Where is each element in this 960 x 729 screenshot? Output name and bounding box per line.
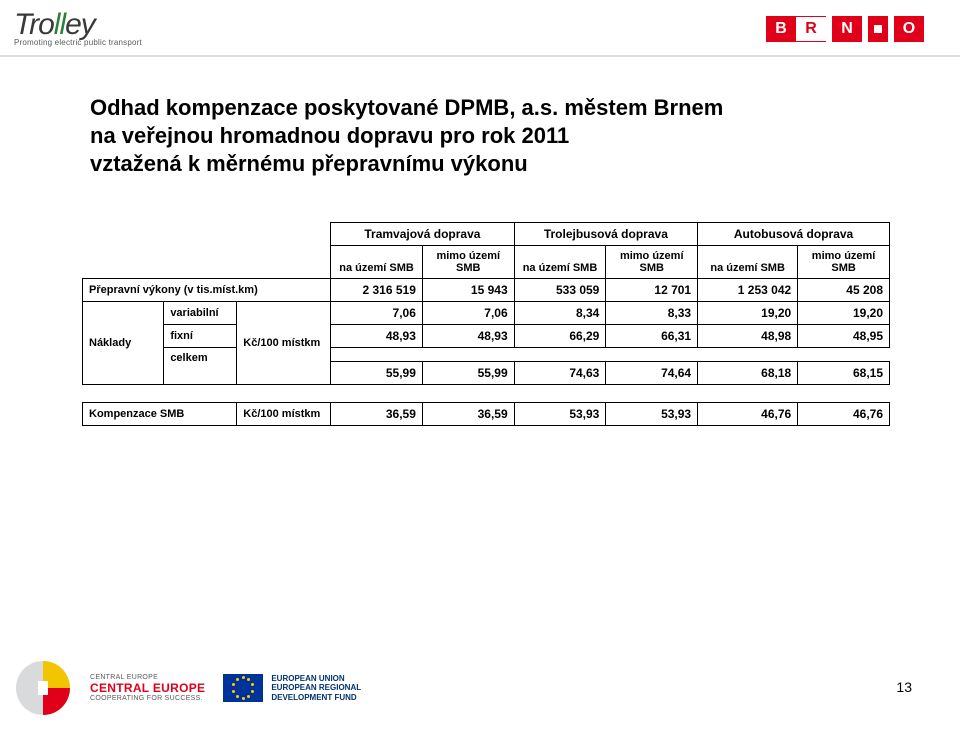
cell: 45 208: [798, 279, 890, 302]
cell: 74,64: [606, 362, 698, 385]
ce-line: CENTRAL EUROPE: [90, 681, 205, 695]
cell: 66,31: [606, 325, 698, 348]
table-gap: [83, 385, 890, 403]
cell: 1 253 042: [698, 279, 798, 302]
cell: 66,29: [514, 325, 606, 348]
title-line: vztažená k měrnému přepravnímu výkonu: [90, 151, 528, 176]
brno-letter-r: R: [796, 16, 826, 42]
col-sub: mimo území SMB: [606, 246, 698, 279]
cell: 48,98: [698, 325, 798, 348]
row-label: Náklady: [83, 302, 164, 385]
eu-logo: EUROPEAN UNION EUROPEAN REGIONAL DEVELOP…: [223, 674, 361, 702]
compensation-table: Tramvajová doprava Trolejbusová doprava …: [82, 222, 890, 426]
table-row: na území SMB mimo území SMB na území SMB…: [83, 246, 890, 279]
cell: 36,59: [422, 403, 514, 426]
cell: 53,93: [514, 403, 606, 426]
col-group: Tramvajová doprava: [331, 223, 514, 246]
eu-text: EUROPEAN UNION EUROPEAN REGIONAL DEVELOP…: [271, 674, 361, 702]
row-sublabel: celkem: [164, 348, 237, 385]
brno-letter-n: N: [832, 16, 862, 42]
cell: 48,93: [422, 325, 514, 348]
col-sub: mimo území SMB: [798, 246, 890, 279]
cell: 7,06: [331, 302, 423, 325]
table-row: fixní 48,93 48,93 66,29 66,31 48,98 48,9…: [83, 325, 890, 348]
title-line: Odhad kompenzace poskytované DPMB, a.s. …: [90, 95, 723, 120]
row-sublabel: variabilní: [164, 302, 237, 325]
cell: 74,63: [514, 362, 606, 385]
row-label: Přepravní výkony (v tis.míst.km): [83, 279, 331, 302]
cell: 2 316 519: [331, 279, 423, 302]
ce-line: COOPERATING FOR SUCCESS.: [90, 695, 205, 702]
central-europe-logo-icon: [14, 659, 72, 717]
page-number: 13: [896, 679, 912, 695]
col-sub: na území SMB: [698, 246, 798, 279]
row-label: Kompenzace SMB: [83, 403, 237, 426]
ce-line: CENTRAL EUROPE: [90, 674, 205, 681]
col-sub: mimo území SMB: [422, 246, 514, 279]
title-line: na veřejnou hromadnou dopravu pro rok 20…: [90, 123, 569, 148]
logo-brno: B R N O: [766, 16, 924, 42]
row-sublabel: fixní: [164, 325, 237, 348]
col-sub: na území SMB: [331, 246, 423, 279]
cell: 68,18: [698, 362, 798, 385]
header: Trolley Promoting electric public transp…: [0, 0, 960, 70]
page-title: Odhad kompenzace poskytované DPMB, a.s. …: [90, 94, 900, 178]
cell: 48,93: [331, 325, 423, 348]
brno-square-icon: [868, 16, 888, 42]
cell: 46,76: [798, 403, 890, 426]
cell: 55,99: [422, 362, 514, 385]
cell: 8,34: [514, 302, 606, 325]
col-group: Autobusová doprava: [698, 223, 890, 246]
cell: 12 701: [606, 279, 698, 302]
brno-letter-o: O: [894, 16, 924, 42]
cell: 68,15: [798, 362, 890, 385]
table-row: Tramvajová doprava Trolejbusová doprava …: [83, 223, 890, 246]
table-row: celkem: [83, 348, 890, 362]
brno-letter-b: B: [766, 16, 796, 42]
unit-label: Kč/100 místkm: [237, 403, 331, 426]
cell: 8,33: [606, 302, 698, 325]
eu-line: EUROPEAN UNION: [271, 674, 361, 683]
data-table: Tramvajová doprava Trolejbusová doprava …: [82, 222, 890, 426]
unit-label: Kč/100 místkm: [237, 302, 331, 385]
table-row: Kompenzace SMB Kč/100 místkm 36,59 36,59…: [83, 403, 890, 426]
cell: 19,20: [698, 302, 798, 325]
cell: 19,20: [798, 302, 890, 325]
logo-trolley: Trolley Promoting electric public transp…: [14, 8, 142, 47]
eu-flag-icon: [223, 674, 263, 702]
central-europe-text: CENTRAL EUROPE CENTRAL EUROPE COOPERATIN…: [90, 674, 205, 702]
footer: CENTRAL EUROPE CENTRAL EUROPE COOPERATIN…: [14, 659, 361, 717]
cell: 7,06: [422, 302, 514, 325]
col-sub: na území SMB: [514, 246, 606, 279]
cell: 48,95: [798, 325, 890, 348]
eu-line: DEVELOPMENT FUND: [271, 693, 361, 702]
table-row: Přepravní výkony (v tis.míst.km) 2 316 5…: [83, 279, 890, 302]
logo-tagline: Promoting electric public transport: [14, 38, 142, 47]
cell: 53,93: [606, 403, 698, 426]
logo-word: Trolley: [14, 8, 142, 42]
eu-line: EUROPEAN REGIONAL: [271, 683, 361, 692]
cell: 36,59: [331, 403, 423, 426]
table-row: Náklady variabilní Kč/100 místkm 7,06 7,…: [83, 302, 890, 325]
cell: 46,76: [698, 403, 798, 426]
col-group: Trolejbusová doprava: [514, 223, 697, 246]
cell: 533 059: [514, 279, 606, 302]
cell: 55,99: [331, 362, 423, 385]
cell: 15 943: [422, 279, 514, 302]
header-divider: [0, 55, 960, 57]
